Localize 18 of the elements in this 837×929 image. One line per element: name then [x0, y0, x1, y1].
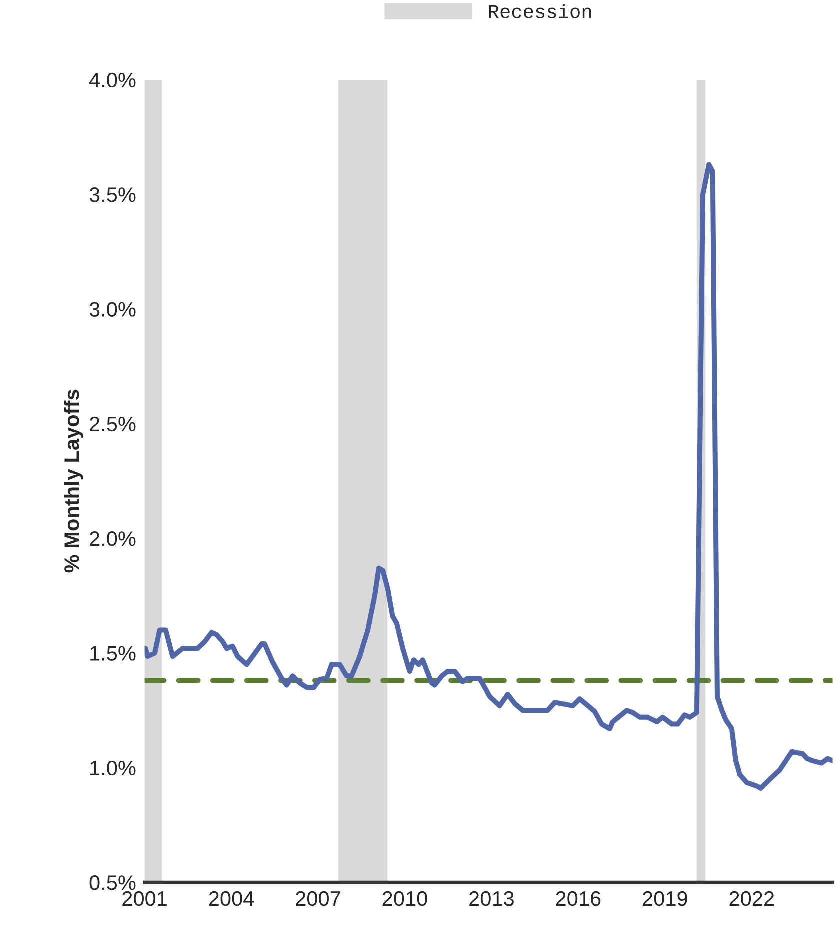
x-tick-label: 2022: [730, 891, 774, 906]
x-tick-label: 2007: [296, 891, 340, 906]
x-tick-label: 2001: [122, 891, 167, 906]
y-tick-label: 2.5%: [90, 416, 136, 432]
x-tick-label: 2016: [556, 891, 601, 906]
y-axis-title: % Monthly Layoffs: [64, 390, 84, 573]
y-tick-label: 0.5%: [90, 876, 136, 890]
y-tick-label: 2.0%: [90, 532, 136, 546]
x-tick-label: 2013: [470, 891, 514, 906]
y-tick-label: 4.0%: [89, 72, 136, 88]
y-tick-label: 3.0%: [90, 302, 136, 317]
legend-label: Recession: [489, 4, 592, 18]
x-tick-label: 2010: [382, 891, 428, 906]
x-tick-label: 2004: [209, 891, 254, 906]
y-tick-label: 1.5%: [90, 646, 136, 661]
x-tick-label: 2019: [643, 891, 688, 906]
y-tick-label: 3.5%: [90, 188, 136, 202]
y-tick-label: 1.0%: [90, 760, 136, 776]
